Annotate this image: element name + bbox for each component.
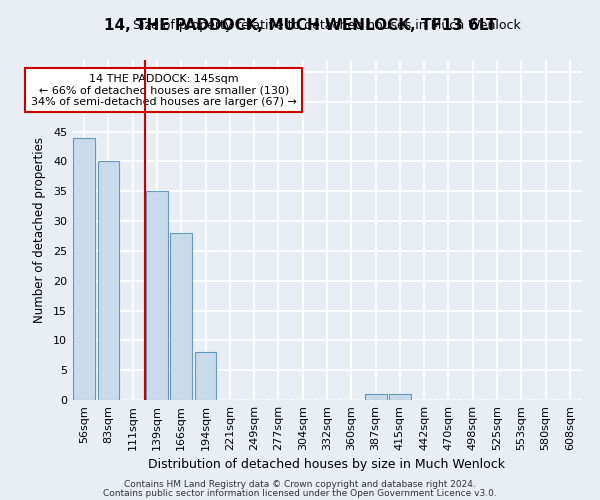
Title: Size of property relative to detached houses in Much Wenlock: Size of property relative to detached ho… bbox=[133, 20, 521, 32]
Text: Contains HM Land Registry data © Crown copyright and database right 2024.: Contains HM Land Registry data © Crown c… bbox=[124, 480, 476, 489]
Text: Contains public sector information licensed under the Open Government Licence v3: Contains public sector information licen… bbox=[103, 488, 497, 498]
Bar bbox=[73, 138, 95, 400]
Text: 14, THE PADDOCK, MUCH WENLOCK, TF13 6LT: 14, THE PADDOCK, MUCH WENLOCK, TF13 6LT bbox=[104, 18, 496, 32]
Bar bbox=[389, 394, 411, 400]
Y-axis label: Number of detached properties: Number of detached properties bbox=[33, 137, 46, 323]
Text: 14 THE PADDOCK: 145sqm
← 66% of detached houses are smaller (130)
34% of semi-de: 14 THE PADDOCK: 145sqm ← 66% of detached… bbox=[31, 74, 297, 107]
X-axis label: Distribution of detached houses by size in Much Wenlock: Distribution of detached houses by size … bbox=[149, 458, 505, 471]
Bar bbox=[170, 233, 192, 400]
Bar bbox=[97, 162, 119, 400]
Bar bbox=[146, 191, 168, 400]
Bar bbox=[194, 352, 217, 400]
Bar bbox=[365, 394, 386, 400]
